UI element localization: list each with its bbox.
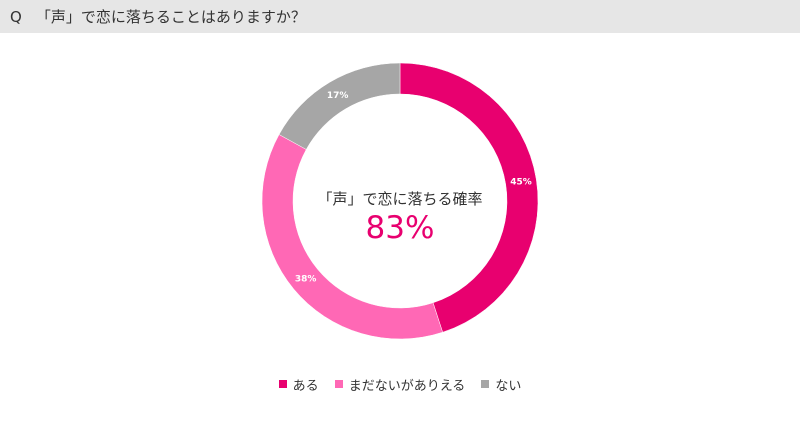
center-value: 83% [365,210,435,246]
legend-swatch-2 [334,380,343,388]
donut-slice-1 [399,62,539,333]
slice-value-label-1: 45% [510,177,532,187]
question-text: 「声」で恋に落ちることはありますか？ [35,8,306,26]
legend-item-3: ない [481,375,521,394]
donut-chart-svg: 45% 38% 17% [261,62,539,340]
donut-chart: 45% 38% 17% 「声」で恋に落ちる確率 83% [0,33,800,373]
legend-label-3: ない [495,378,522,394]
donut-slice-3 [278,62,401,150]
center-caption: 「声」で恋に落ちる確率 [317,190,483,208]
slice-value-label-2: 38% [295,275,317,285]
question-prefix: Q [10,7,22,26]
donut-slice-2 [261,134,443,340]
question-bar: Q 「声」で恋に落ちることはありますか？ [0,0,800,33]
legend-swatch-3 [481,380,490,388]
legend-label-2: まだないがありえる [348,378,466,394]
legend: ある まだないがありえる ない [0,374,800,394]
legend-swatch-1 [278,380,287,388]
legend-item-2: まだないがありえる [334,375,466,394]
legend-item-1: ある [278,375,319,394]
slice-value-label-3: 17% [327,91,349,101]
legend-label-1: ある [292,378,319,394]
